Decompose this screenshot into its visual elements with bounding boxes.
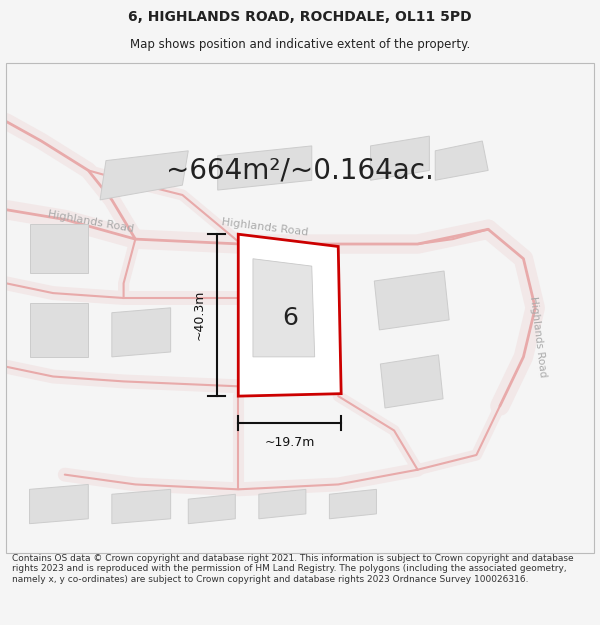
Text: Highlands Road: Highlands Road (221, 217, 308, 237)
Text: Highlands Road: Highlands Road (528, 296, 548, 378)
Polygon shape (218, 146, 312, 190)
Polygon shape (371, 136, 430, 180)
Text: ~664m²/~0.164ac.: ~664m²/~0.164ac. (166, 156, 434, 184)
Text: 6: 6 (282, 306, 298, 329)
Polygon shape (112, 308, 170, 357)
Polygon shape (29, 303, 88, 357)
Polygon shape (29, 224, 88, 274)
Polygon shape (100, 151, 188, 200)
Text: 6, HIGHLANDS ROAD, ROCHDALE, OL11 5PD: 6, HIGHLANDS ROAD, ROCHDALE, OL11 5PD (128, 9, 472, 24)
Polygon shape (259, 489, 306, 519)
Text: Highlands Road: Highlands Road (47, 209, 135, 234)
Polygon shape (435, 141, 488, 180)
Polygon shape (253, 259, 314, 357)
Text: Contains OS data © Crown copyright and database right 2021. This information is : Contains OS data © Crown copyright and d… (12, 554, 574, 584)
Polygon shape (380, 355, 443, 408)
Polygon shape (29, 484, 88, 524)
Polygon shape (112, 489, 170, 524)
Text: ~19.7m: ~19.7m (265, 436, 315, 449)
Polygon shape (329, 489, 376, 519)
Polygon shape (188, 494, 235, 524)
Polygon shape (238, 234, 341, 396)
Polygon shape (374, 271, 449, 330)
Text: Map shows position and indicative extent of the property.: Map shows position and indicative extent… (130, 38, 470, 51)
Text: ~40.3m: ~40.3m (193, 290, 205, 341)
